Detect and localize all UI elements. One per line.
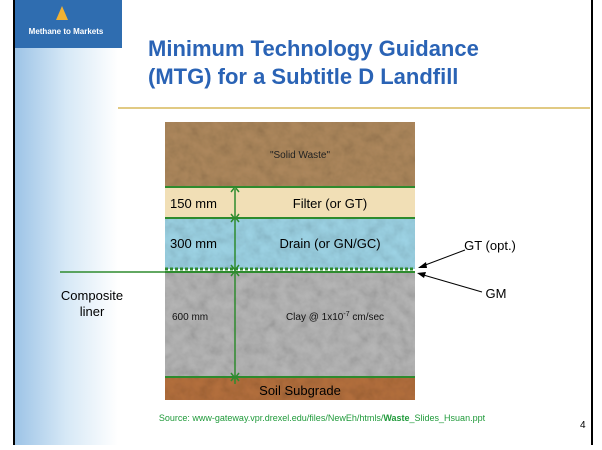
title-line: (MTG) for a Subtitle D Landfill [148, 64, 458, 89]
layer-label: "Solid Waste" [270, 150, 331, 161]
label-part: cm/sec [350, 312, 384, 323]
source-text: Source: www-gateway.vpr.drexel.edu/files… [159, 413, 384, 423]
layer-clay [165, 271, 415, 377]
source: Source: www-gateway.vpr.drexel.edu/files… [159, 413, 486, 423]
layer-label: Soil Subgrade [259, 383, 341, 398]
logo-band [14, 0, 122, 48]
annotation: GM [486, 286, 507, 301]
layer-label: Clay @ 1x10-7 cm/sec [286, 311, 384, 323]
layer-thickness: 600 mm [172, 312, 208, 323]
annotation: Composite [61, 288, 123, 303]
layer-thickness: 300 mm [170, 236, 217, 251]
source-bold: Waste [383, 413, 409, 423]
sidebar [14, 0, 118, 445]
layer-thickness: 150 mm [170, 196, 217, 211]
slide: Methane to Markets Minimum Technology Gu… [0, 0, 602, 445]
page-number: 4 [580, 420, 586, 431]
title-line: Minimum Technology Guidance [148, 36, 479, 61]
label-part: Clay @ 1x10 [286, 312, 344, 323]
layer-label: Drain (or GN/GC) [279, 236, 380, 251]
logo-text: Methane to Markets [29, 27, 104, 36]
annotation: GT (opt.) [464, 238, 516, 253]
layer-label: Filter (or GT) [293, 196, 367, 211]
source-text: _Slides_Hsuan.ppt [409, 413, 486, 423]
annotation: liner [80, 304, 105, 319]
layer-stack [165, 122, 415, 400]
